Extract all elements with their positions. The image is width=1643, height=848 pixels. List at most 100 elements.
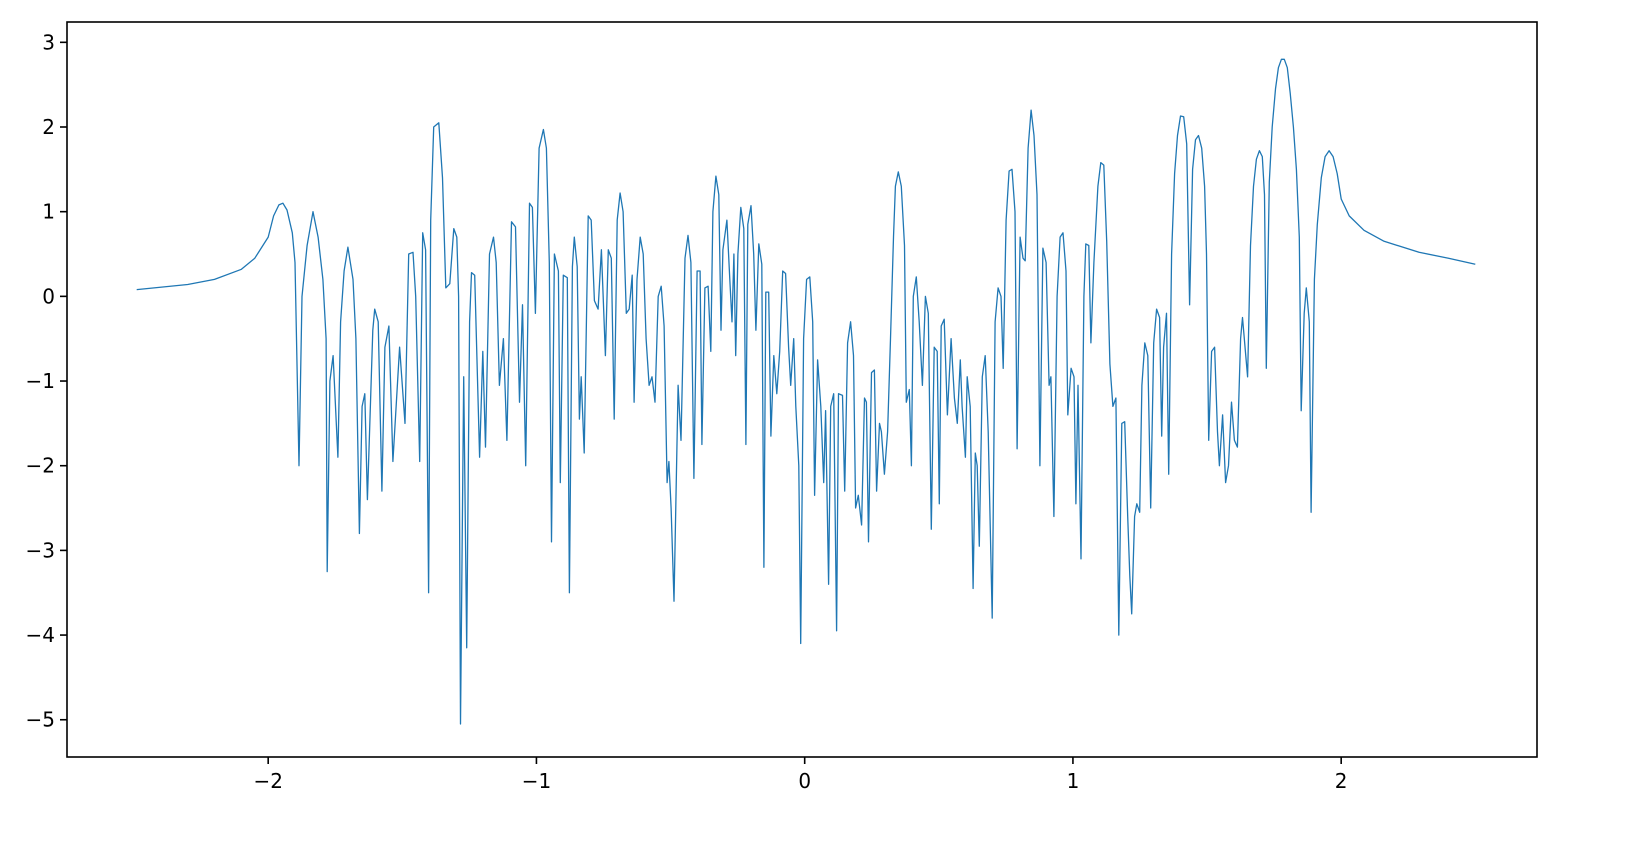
data-point bbox=[881, 431, 882, 432]
data-point bbox=[833, 393, 834, 394]
data-point bbox=[364, 393, 365, 394]
data-point bbox=[1253, 186, 1254, 187]
data-point bbox=[1242, 317, 1243, 318]
data-point bbox=[1046, 262, 1047, 263]
data-point bbox=[895, 186, 896, 187]
data-point bbox=[306, 245, 307, 246]
data-point bbox=[1011, 169, 1012, 170]
data-point bbox=[278, 204, 279, 205]
data-point bbox=[761, 264, 762, 265]
data-point bbox=[758, 243, 759, 244]
data-point bbox=[904, 245, 905, 246]
data-point bbox=[337, 457, 338, 458]
data-point bbox=[1083, 296, 1084, 297]
data-point bbox=[522, 304, 523, 305]
data-point bbox=[1048, 385, 1049, 386]
plot-frame bbox=[66, 21, 1538, 758]
data-point bbox=[633, 402, 634, 403]
data-point bbox=[979, 546, 980, 547]
data-point bbox=[1161, 435, 1162, 436]
data-point bbox=[866, 402, 867, 403]
data-point bbox=[951, 338, 952, 339]
data-point bbox=[901, 186, 902, 187]
data-point bbox=[622, 211, 623, 212]
data-point bbox=[640, 236, 641, 237]
data-point bbox=[954, 397, 955, 398]
data-point bbox=[629, 308, 630, 309]
data-point bbox=[532, 207, 533, 208]
data-point bbox=[1106, 241, 1107, 242]
data-point bbox=[1129, 575, 1130, 576]
data-point bbox=[817, 359, 818, 360]
data-point bbox=[496, 262, 497, 263]
data-point bbox=[648, 385, 649, 386]
data-point bbox=[474, 275, 475, 276]
data-point bbox=[1147, 355, 1148, 356]
data-point bbox=[800, 643, 801, 644]
data-point bbox=[1418, 252, 1419, 253]
data-point bbox=[601, 249, 602, 250]
data-point bbox=[922, 385, 923, 386]
data-point bbox=[747, 224, 748, 225]
y-tick-label: −2 bbox=[26, 454, 55, 478]
data-point bbox=[1228, 465, 1229, 466]
data-point bbox=[911, 465, 912, 466]
data-point bbox=[539, 148, 540, 149]
data-point bbox=[722, 249, 723, 250]
data-point bbox=[1109, 363, 1110, 364]
data-point bbox=[1085, 243, 1086, 244]
data-point bbox=[925, 296, 926, 297]
data-point bbox=[654, 402, 655, 403]
data-point bbox=[1062, 232, 1063, 233]
data-point bbox=[563, 275, 564, 276]
data-point bbox=[708, 286, 709, 287]
data-point bbox=[1245, 351, 1246, 352]
data-point bbox=[543, 129, 544, 130]
data-point bbox=[693, 478, 694, 479]
data-point bbox=[670, 507, 671, 508]
data-point bbox=[298, 465, 299, 466]
data-point bbox=[680, 440, 681, 441]
data-point bbox=[790, 385, 791, 386]
data-point bbox=[1266, 368, 1267, 369]
data-point bbox=[838, 393, 839, 394]
data-point bbox=[704, 287, 705, 288]
y-tick-label: −5 bbox=[26, 708, 55, 732]
data-point bbox=[718, 194, 719, 195]
data-point bbox=[1093, 262, 1094, 263]
data-point bbox=[941, 325, 942, 326]
data-point bbox=[598, 308, 599, 309]
data-point bbox=[884, 474, 885, 475]
data-point bbox=[962, 406, 963, 407]
data-point bbox=[1139, 512, 1140, 513]
data-point bbox=[567, 277, 568, 278]
data-point bbox=[909, 389, 910, 390]
data-point bbox=[344, 270, 345, 271]
data-point bbox=[795, 406, 796, 407]
data-point bbox=[1073, 376, 1074, 377]
data-point bbox=[214, 279, 215, 280]
data-point bbox=[588, 215, 589, 216]
data-point bbox=[456, 236, 457, 237]
data-point bbox=[485, 446, 486, 447]
data-point bbox=[1124, 421, 1125, 422]
data-point bbox=[453, 228, 454, 229]
data-point bbox=[1219, 465, 1220, 466]
data-point bbox=[830, 406, 831, 407]
data-point bbox=[1127, 516, 1128, 517]
data-point bbox=[449, 283, 450, 284]
y-tick-label: 1 bbox=[42, 200, 55, 224]
data-point bbox=[1053, 516, 1054, 517]
data-point bbox=[1317, 224, 1318, 225]
data-point bbox=[1019, 236, 1020, 237]
data-point bbox=[779, 351, 780, 352]
data-point bbox=[355, 338, 356, 339]
data-point bbox=[408, 253, 409, 254]
data-point bbox=[973, 588, 974, 589]
data-point bbox=[814, 495, 815, 496]
data-point bbox=[626, 313, 627, 314]
data-point bbox=[893, 236, 894, 237]
series-line bbox=[136, 58, 1476, 725]
data-point bbox=[1306, 287, 1307, 288]
